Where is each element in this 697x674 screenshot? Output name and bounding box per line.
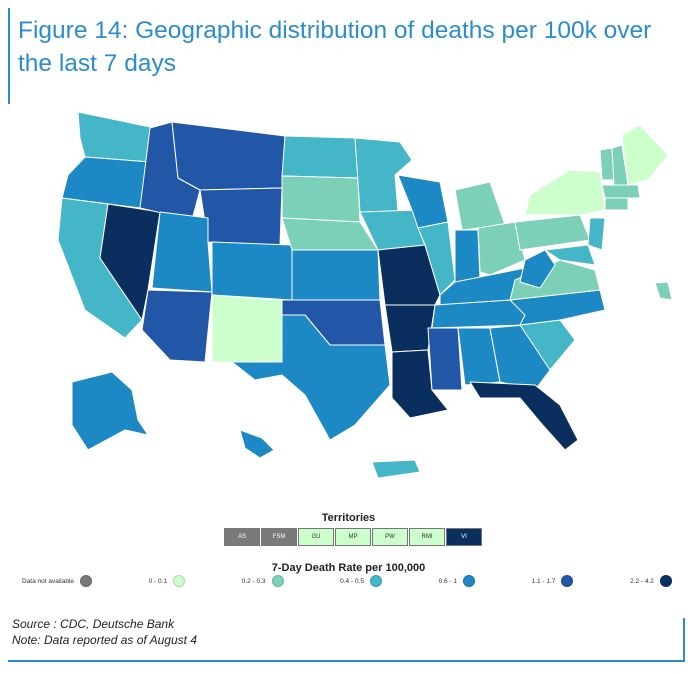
state-IL — [417, 221, 456, 296]
state-NM — [211, 294, 283, 363]
state-TX — [231, 314, 391, 441]
state-WA — [77, 111, 156, 163]
territory-box-fsm: FSM — [261, 528, 297, 546]
state-DE — [654, 281, 673, 301]
state-MO — [377, 244, 441, 306]
territory-box-as: AS — [224, 528, 260, 546]
state-MA — [601, 184, 641, 199]
legend-item-label: 2.2 - 4.2 — [630, 577, 654, 585]
state-GA — [489, 324, 551, 391]
legend-item: Data not available — [22, 575, 93, 587]
frame-bottom-border — [8, 660, 685, 662]
frame-right-border — [683, 618, 685, 660]
legend-item-label: 0.2 - 0.3 — [241, 577, 266, 585]
state-WV — [519, 249, 556, 289]
legend-item: 2.2 - 4.2 — [630, 575, 672, 587]
frame-left-border — [8, 8, 10, 104]
state-AR — [384, 304, 436, 353]
territory-box-vi: VI — [446, 528, 482, 546]
legend-item-label: 1.1 - 1.7 — [531, 577, 556, 585]
legend-swatch — [80, 575, 93, 587]
legend-item: 0.2 - 0.3 — [242, 575, 284, 587]
legend-item-label: Data not available — [22, 577, 75, 585]
state-UT — [151, 211, 213, 293]
state-MS — [427, 327, 463, 391]
state-KS — [291, 249, 381, 301]
territories-row: AS FSM GU MP PW RMI VI — [224, 528, 483, 546]
state-SD — [281, 175, 361, 223]
figure-title: Figure 14: Geographic distribution of de… — [18, 17, 652, 77]
territory-box-gu: GU — [298, 528, 334, 546]
legend-swatch — [561, 575, 574, 587]
state-FL — [469, 381, 579, 451]
state-MD — [544, 244, 596, 266]
state-MI — [454, 181, 506, 231]
legend-swatch — [173, 575, 186, 587]
state-CO — [211, 241, 293, 301]
state-PA — [514, 214, 591, 251]
legend-item: 0.6 - 1 — [438, 575, 476, 587]
territory-box-pw: PW — [372, 528, 408, 546]
legend-swatch — [659, 575, 672, 587]
state-ND — [281, 135, 359, 179]
legend-item-label: 0.6 - 1 — [438, 577, 458, 585]
legend-title: 7-Day Death Rate per 100,000 — [271, 562, 426, 574]
source-notes: Source : CDC, Deutsche Bank Note: Data r… — [12, 616, 197, 648]
legend-swatch — [271, 575, 284, 587]
state-LA — [391, 349, 449, 419]
legend-item-label: 0.4 - 0.5 — [340, 577, 364, 585]
legend-item: 0 - 0.1 — [148, 575, 186, 587]
state-NE — [281, 217, 379, 251]
legend-item: 1.1 - 1.7 — [532, 575, 574, 587]
legend: Data not available 0 - 0.1 0.2 - 0.3 0.4 - … — [22, 575, 672, 587]
territory-box-rmi: RMI — [409, 528, 445, 546]
state-AK — [71, 371, 149, 451]
state-MT — [171, 121, 286, 191]
state-NJ — [587, 217, 606, 251]
us-map — [57, 111, 673, 479]
territory-box-mp: MP — [335, 528, 371, 546]
state-ME — [621, 124, 669, 186]
state-IN — [454, 229, 481, 283]
state-OH — [477, 221, 526, 276]
state-NY — [524, 169, 606, 216]
legend-swatch — [463, 575, 476, 587]
state-MN — [354, 137, 413, 213]
legend-item: 0.4 - 0.5 — [340, 575, 382, 587]
state-CT — [604, 197, 629, 211]
state-AZ — [141, 289, 213, 363]
legend-item-label: 0 - 0.1 — [148, 577, 168, 585]
source-text: Source : CDC, Deutsche Bank — [12, 617, 175, 631]
note-text: Note: Data reported as of August 4 — [12, 633, 197, 647]
legend-swatch — [369, 575, 382, 587]
state-WY — [199, 187, 283, 246]
state-HI — [239, 429, 275, 459]
territory-PR — [371, 459, 421, 479]
territories-label: Territories — [321, 512, 376, 524]
